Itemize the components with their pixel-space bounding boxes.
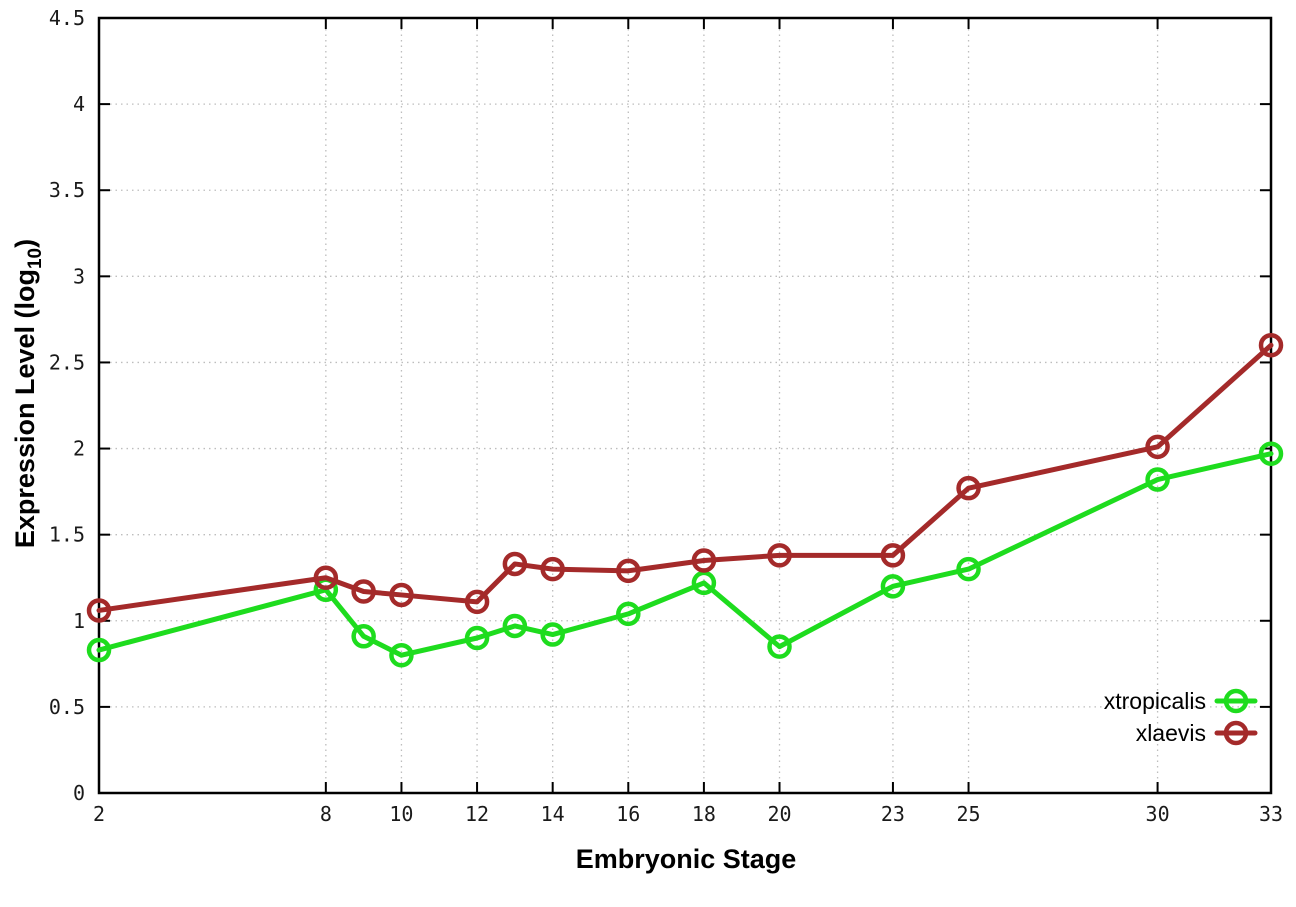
data-point-xlaevis-stage-25 bbox=[956, 475, 981, 501]
y-tick-label-4: 4 bbox=[73, 92, 85, 116]
data-point-xlaevis-stage-20 bbox=[767, 543, 792, 568]
series-line-xlaevis bbox=[96, 342, 1274, 613]
data-point-xtropicalis-stage-13 bbox=[502, 613, 528, 639]
y-tick-label-2.5: 2.5 bbox=[49, 350, 85, 374]
x-tick-label-30: 30 bbox=[1146, 802, 1170, 826]
x-tick-label-8: 8 bbox=[320, 802, 332, 826]
legend-marker-xlaevis bbox=[1223, 720, 1249, 746]
x-tick-label-20: 20 bbox=[767, 802, 791, 826]
legend: xtropicalis xlaevis bbox=[1104, 688, 1258, 746]
data-point-xtropicalis-stage-30 bbox=[1145, 467, 1170, 492]
y-tick-label-0.5: 0.5 bbox=[49, 695, 85, 719]
y-tick-label-0: 0 bbox=[73, 781, 85, 805]
series-line-xtropicalis bbox=[96, 451, 1274, 658]
x-tick-labels: 2 8 10 12 14 16 18 20 23 25 30 33 bbox=[93, 802, 1283, 826]
plot-border bbox=[97, 16, 1273, 795]
data-point-xtropicalis-stage-2 bbox=[86, 637, 112, 663]
legend-label-xtropicalis: xtropicalis bbox=[1104, 688, 1206, 714]
tick-marks bbox=[98, 17, 1272, 794]
data-point-xtropicalis-stage-16 bbox=[616, 601, 641, 627]
legend-marker-xtropicalis bbox=[1223, 688, 1249, 714]
data-point-xtropicalis-stage-20 bbox=[767, 634, 792, 659]
data-point-xtropicalis-stage-18 bbox=[691, 570, 717, 596]
series-xtropicalis bbox=[86, 441, 1284, 668]
legend-row-xtropicalis: xtropicalis bbox=[1104, 688, 1258, 714]
x-tick-label-10: 10 bbox=[389, 802, 413, 826]
x-axis-title: Embryonic Stage bbox=[576, 844, 797, 874]
x-tick-label-23: 23 bbox=[881, 802, 905, 826]
y-tick-label-3.5: 3.5 bbox=[49, 178, 85, 202]
data-point-xlaevis-stage-23 bbox=[880, 543, 906, 568]
y-tick-label-1.5: 1.5 bbox=[49, 523, 85, 547]
data-point-xlaevis-stage-16 bbox=[616, 558, 641, 584]
y-axis-title: Expression Level (log10) bbox=[10, 239, 46, 548]
y-tick-label-3: 3 bbox=[73, 264, 85, 288]
data-point-xlaevis-stage-33 bbox=[1258, 332, 1284, 358]
data-point-xtropicalis-stage-25 bbox=[956, 556, 981, 582]
data-point-xlaevis-stage-2 bbox=[86, 598, 112, 623]
data-point-xlaevis-stage-18 bbox=[691, 548, 717, 573]
x-tick-label-16: 16 bbox=[616, 802, 640, 826]
x-tick-label-2: 2 bbox=[93, 802, 105, 826]
x-tick-label-18: 18 bbox=[692, 802, 716, 826]
data-point-xtropicalis-stage-14 bbox=[540, 622, 565, 647]
data-point-xtropicalis-stage-9 bbox=[351, 624, 376, 649]
data-point-xlaevis-stage-14 bbox=[540, 556, 565, 582]
y-tick-label-2: 2 bbox=[73, 437, 85, 461]
legend-row-xlaevis: xlaevis bbox=[1136, 720, 1258, 746]
data-point-xlaevis-stage-9 bbox=[351, 579, 376, 604]
data-point-xlaevis-stage-12 bbox=[464, 589, 490, 615]
x-tick-label-12: 12 bbox=[465, 802, 489, 826]
data-point-xtropicalis-stage-33 bbox=[1258, 441, 1284, 466]
y-tick-label-4.5: 4.5 bbox=[49, 6, 85, 30]
data-point-xtropicalis-stage-12 bbox=[464, 625, 490, 651]
data-point-xlaevis-stage-13 bbox=[502, 551, 528, 577]
series-xlaevis bbox=[86, 332, 1284, 623]
y-tick-label-1: 1 bbox=[73, 609, 85, 633]
x-tick-label-25: 25 bbox=[957, 802, 981, 826]
data-point-xlaevis-stage-8 bbox=[313, 565, 339, 590]
data-point-xlaevis-stage-10 bbox=[389, 582, 414, 608]
data-point-xtropicalis-stage-10 bbox=[389, 642, 414, 668]
x-tick-label-14: 14 bbox=[541, 802, 565, 826]
data-point-xlaevis-stage-30 bbox=[1145, 434, 1170, 460]
y-tick-labels: 0 0.5 1 1.5 2 2.5 3 3.5 4 4.5 bbox=[49, 6, 85, 805]
data-point-xtropicalis-stage-23 bbox=[880, 574, 906, 599]
x-tick-label-33: 33 bbox=[1259, 802, 1283, 826]
legend-label-xlaevis: xlaevis bbox=[1136, 720, 1206, 746]
